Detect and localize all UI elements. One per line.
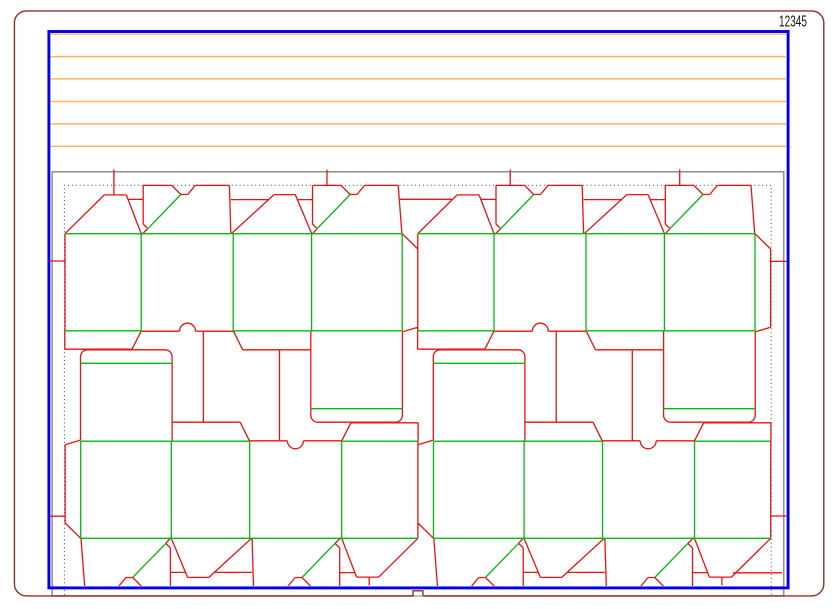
svg-text:12345: 12345	[779, 14, 807, 31]
